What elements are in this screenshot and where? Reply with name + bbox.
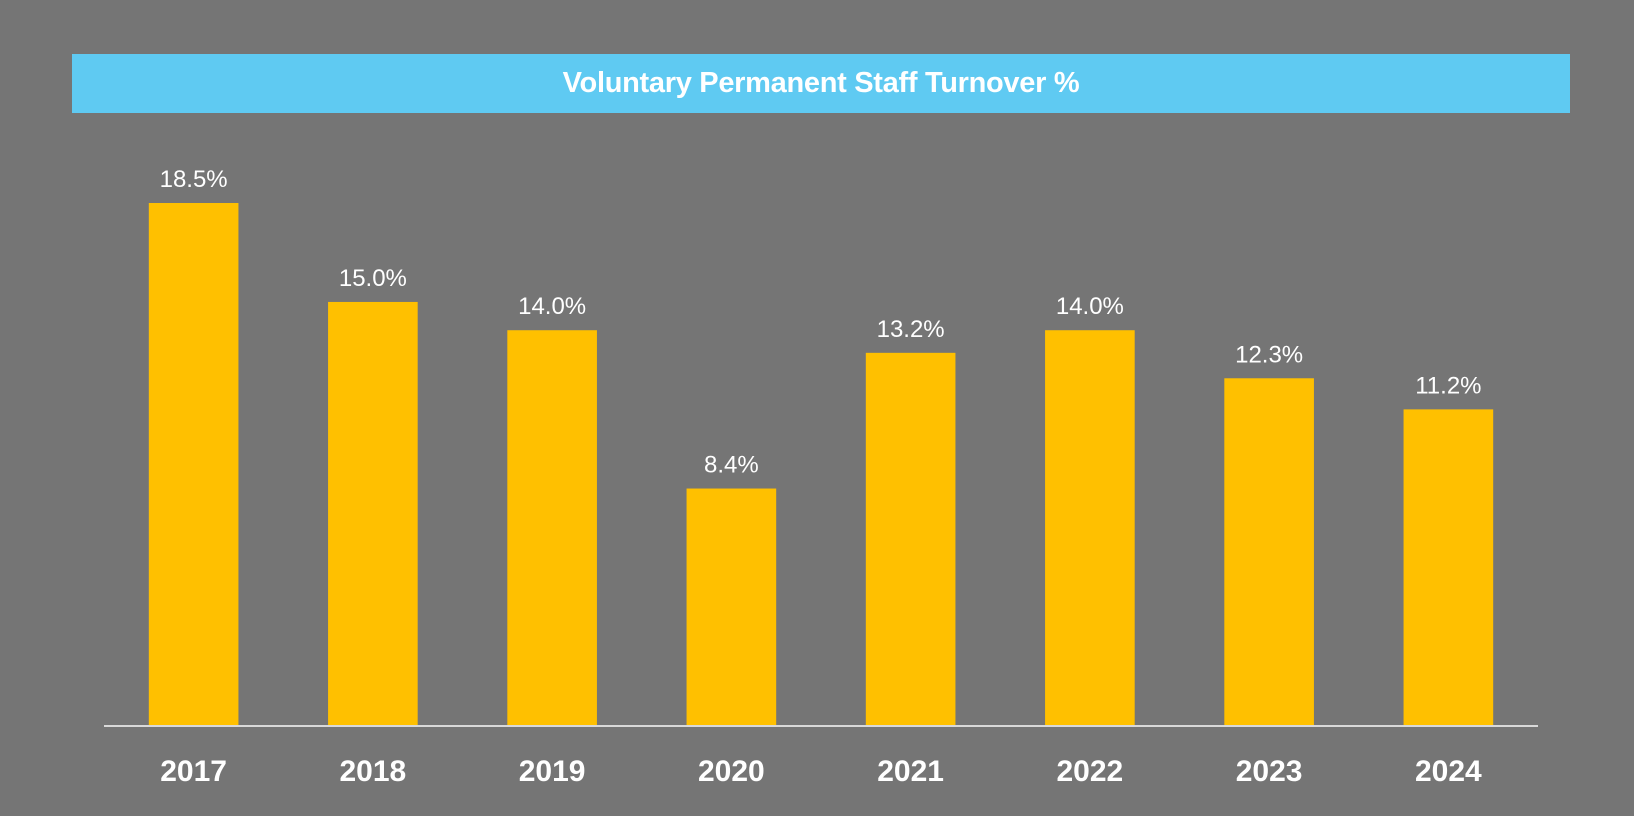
data-label-2018: 15.0% (339, 265, 407, 292)
bars-group (148, 203, 1494, 726)
x-tick-label-2021: 2021 (877, 755, 944, 788)
bar-2017 (148, 203, 239, 726)
chart-title-banner: Voluntary Permanent Staff Turnover % (72, 54, 1570, 113)
bar-2018 (328, 301, 418, 726)
x-tick-label-2019: 2019 (519, 755, 586, 788)
data-label-2017: 18.5% (160, 166, 228, 193)
data-label-2024: 11.2% (1415, 372, 1481, 399)
data-label-2020: 8.4% (704, 452, 759, 479)
data-labels-group: 18.5% 15.0% 14.0% 8.4% 13.2% 14.0% 12.3% 11.2% (160, 166, 1482, 479)
x-tick-label-2022: 2022 (1057, 755, 1124, 788)
bar-2022 (1045, 330, 1135, 726)
data-label-2022: 14.0% (1056, 293, 1124, 320)
bar-2024 (1403, 409, 1494, 726)
bar-2023 (1224, 378, 1314, 726)
x-tick-label-2023: 2023 (1236, 755, 1303, 788)
data-label-2019: 14.0% (518, 293, 586, 320)
chart-title: Voluntary Permanent Staff Turnover % (562, 67, 1080, 99)
x-tick-labels-group: 2017 2018 2019 2020 2021 2022 2023 2024 (160, 755, 1482, 788)
x-tick-label-2017: 2017 (160, 755, 227, 788)
bar-2019 (507, 330, 597, 726)
bar-2020 (686, 488, 777, 726)
x-tick-label-2018: 2018 (340, 755, 407, 788)
data-label-2023: 12.3% (1235, 341, 1303, 368)
x-tick-label-2024: 2024 (1415, 755, 1482, 788)
x-tick-label-2020: 2020 (698, 755, 765, 788)
bar-2021 (865, 352, 956, 726)
data-label-2021: 13.2% (877, 316, 945, 343)
